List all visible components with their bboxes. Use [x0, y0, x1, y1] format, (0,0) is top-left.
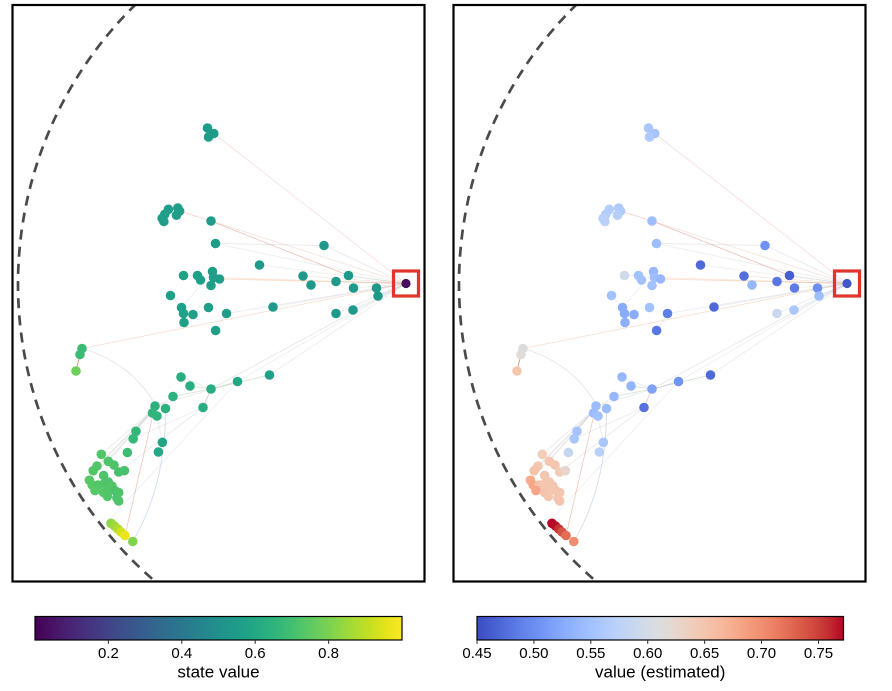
svg-text:0.45: 0.45 [462, 645, 491, 662]
svg-text:0.75: 0.75 [804, 645, 833, 662]
svg-text:0.8: 0.8 [318, 645, 339, 662]
svg-text:0.2: 0.2 [98, 645, 119, 662]
svg-text:value (estimated): value (estimated) [595, 663, 725, 682]
svg-text:0.6: 0.6 [245, 645, 266, 662]
svg-text:0.70: 0.70 [747, 645, 776, 662]
svg-text:0.50: 0.50 [519, 645, 548, 662]
svg-text:0.60: 0.60 [633, 645, 662, 662]
svg-text:state value: state value [177, 663, 259, 682]
svg-text:0.4: 0.4 [171, 645, 192, 662]
svg-text:0.65: 0.65 [690, 645, 719, 662]
svg-text:0.55: 0.55 [576, 645, 605, 662]
